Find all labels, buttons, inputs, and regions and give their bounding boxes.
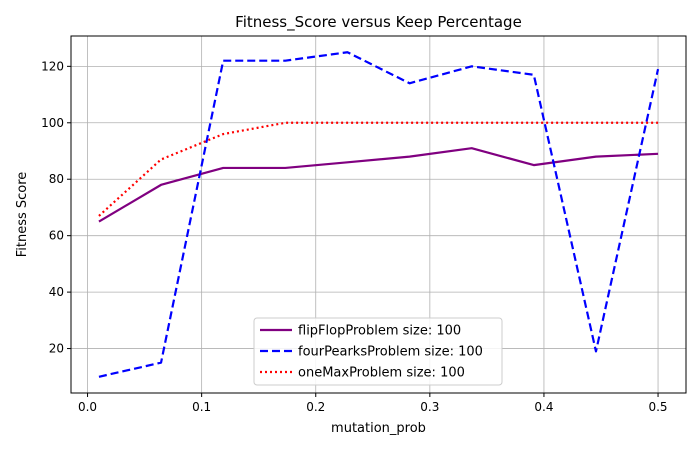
y-tick-label: 120 — [41, 59, 64, 73]
x-tick-label: 0.5 — [648, 400, 667, 414]
legend: flipFlopProblem size: 100 fourPearksProbl… — [253, 317, 503, 386]
legend-label: flipFlopProblem size: 100 — [298, 324, 461, 339]
x-tick-label: 0.2 — [306, 400, 325, 414]
y-axis-label: Fitness Score — [15, 172, 30, 258]
x-axis-label: mutation_prob — [331, 421, 426, 436]
series-layer — [98, 51, 660, 378]
x-tick-label: 0.4 — [534, 400, 553, 414]
x-tick-label: 0.0 — [78, 400, 97, 414]
y-tick-label: 20 — [49, 342, 64, 356]
x-tick-label: 0.1 — [192, 400, 211, 414]
series-line-flipflopproblem — [98, 147, 659, 223]
legend-label: oneMaxProblem size: 100 — [298, 366, 465, 381]
ticks-layer: 0.0 0.1 0.2 0.3 0.4 0.5 20 40 60 80 100 120 — [41, 59, 667, 414]
y-tick-label: 40 — [49, 285, 64, 299]
legend-box — [253, 317, 503, 386]
y-tick-label: 80 — [49, 172, 64, 186]
series-line-fourpearksproblem — [98, 51, 660, 378]
x-tick-label: 0.3 — [420, 400, 439, 414]
y-tick-label: 100 — [41, 116, 64, 130]
plot-frame — [70, 35, 687, 394]
grid-layer — [71, 36, 686, 393]
chart-title: Fitness_Score versus Keep Percentage — [235, 13, 522, 32]
legend-label: fourPearksProblem size: 100 — [298, 345, 483, 360]
y-tick-label: 60 — [49, 229, 64, 243]
